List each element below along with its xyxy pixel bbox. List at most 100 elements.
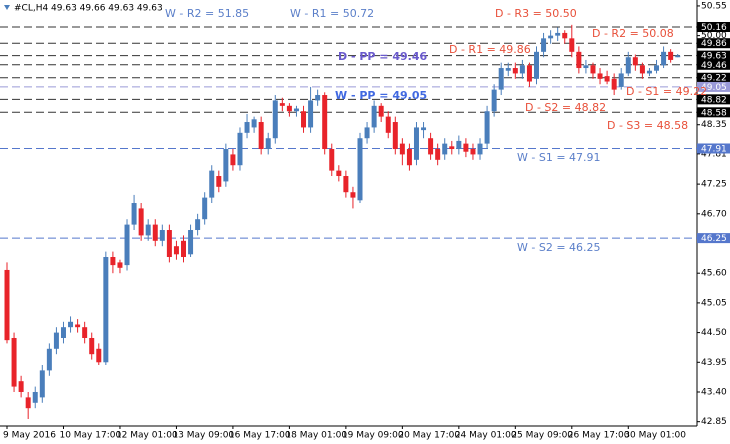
candle-body — [512, 68, 518, 74]
candle-body — [470, 149, 476, 155]
candle-body — [25, 397, 31, 409]
candle-body — [18, 381, 24, 392]
candle-body — [279, 103, 285, 106]
price-box — [697, 21, 730, 32]
candle-body — [534, 51, 539, 79]
candle-body — [639, 65, 645, 74]
candle-body — [498, 68, 504, 90]
candle-body — [286, 105, 292, 112]
header-icon — [4, 5, 10, 10]
level-annotation: D - R2 = 50.08 — [592, 27, 674, 40]
candle-body — [421, 127, 427, 131]
candle-body — [336, 170, 342, 177]
candle-body — [46, 348, 52, 371]
x-tick-label: 16 May 17:00 — [229, 431, 291, 441]
price-box — [697, 72, 730, 83]
x-tick-label: 13 May 09:00 — [172, 431, 234, 441]
candle-body — [244, 122, 250, 133]
candle-body — [364, 127, 370, 139]
candle-body — [604, 76, 610, 82]
price-box-label: 48.58 — [701, 108, 727, 118]
y-tick-label: 43.95 — [701, 358, 727, 368]
candle-body — [11, 337, 17, 387]
candle-body — [138, 208, 144, 236]
candle-body — [562, 32, 568, 39]
candle-body — [406, 149, 412, 166]
candle-body — [654, 65, 660, 71]
y-tick-label: 48.35 — [701, 120, 727, 130]
candle-body — [209, 170, 215, 198]
candle-body — [4, 269, 10, 341]
candle-body — [590, 65, 596, 74]
price-box — [697, 94, 730, 105]
candle-body — [583, 65, 589, 69]
candle-body — [661, 51, 667, 66]
candle-body — [216, 176, 222, 187]
y-tick-label: 45.05 — [701, 298, 727, 308]
level-annotation: W - R1 = 50.72 — [290, 7, 374, 20]
price-box-label: 50.16 — [701, 23, 727, 33]
price-box — [697, 81, 730, 92]
x-tick-label: 12 May 01:00 — [116, 431, 178, 441]
price-box — [697, 38, 730, 49]
price-box — [697, 59, 730, 70]
candle-body — [343, 176, 349, 193]
y-tick-label: 50.55 — [701, 1, 727, 11]
price-box-label: 48.82 — [701, 95, 727, 105]
candle-body — [82, 327, 88, 338]
candle-body — [491, 89, 497, 112]
price-box — [697, 107, 730, 118]
candle-body — [322, 95, 328, 150]
x-tick-label: 9 May 2016 — [3, 431, 56, 441]
candle-body — [117, 262, 123, 268]
candle-body — [541, 38, 547, 52]
candle-body — [152, 224, 158, 241]
level-annotation: W - PP = 49.05 — [335, 89, 427, 102]
candle-body — [625, 57, 631, 74]
candle-body — [96, 348, 102, 363]
candle-body — [371, 105, 377, 128]
candle-body — [301, 111, 307, 128]
price-box-label: 49.63 — [701, 52, 727, 62]
candle-body — [75, 324, 81, 328]
price-box-label: 49.05 — [701, 83, 727, 93]
candle-body — [428, 138, 434, 155]
x-tick-label: 30 May 01:00 — [624, 431, 686, 441]
x-tick-label: 18 May 01:00 — [285, 431, 347, 441]
level-annotation: W - S2 = 46.25 — [517, 241, 601, 254]
candle-body — [308, 100, 314, 128]
candle-body — [611, 78, 617, 90]
candle-body — [131, 203, 137, 225]
y-tick-label: 47.25 — [701, 180, 727, 190]
price-box-label: 49.46 — [701, 61, 727, 71]
candle-body — [103, 257, 109, 363]
candle-body — [195, 219, 201, 231]
candle-body — [329, 149, 335, 171]
x-tick-label: 19 May 09:00 — [342, 431, 404, 441]
candle-body — [53, 332, 59, 349]
price-box-label: 46.25 — [701, 234, 727, 244]
candle-body — [350, 192, 356, 198]
y-tick-label: 42.85 — [701, 417, 727, 427]
candle-body — [181, 240, 186, 258]
y-tick-label: 47.81 — [701, 149, 727, 159]
candle-body — [675, 55, 681, 58]
level-annotation: D - S1 = 49.22 — [626, 85, 707, 98]
candle-body — [68, 321, 74, 328]
price-box-label: 47.91 — [701, 144, 727, 154]
price-box-label: 49.86 — [701, 39, 727, 49]
candle-body — [251, 119, 257, 128]
level-annotation: D - R1 = 49.86 — [449, 43, 531, 56]
price-box-label: 49.22 — [701, 74, 727, 84]
candle-body — [315, 95, 321, 101]
level-annotation: W - R2 = 51.85 — [165, 7, 249, 20]
y-tick-label: 50.00 — [701, 31, 727, 41]
candle-body — [124, 224, 130, 266]
candle-body — [110, 257, 116, 266]
candle-body — [202, 197, 208, 220]
candle-body — [173, 246, 179, 255]
candle-body — [449, 146, 455, 150]
candle-body — [646, 70, 652, 74]
candle-body — [378, 105, 384, 117]
